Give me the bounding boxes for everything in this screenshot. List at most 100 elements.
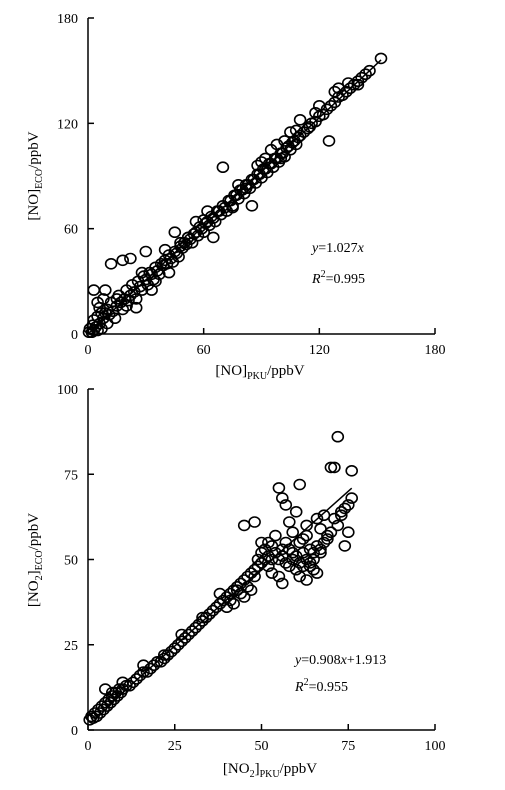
no-data-point: [293, 114, 307, 126]
no2-y-tick-label: 25: [64, 639, 78, 654]
no-data-point: [359, 68, 372, 80]
no-data-point: [312, 100, 326, 112]
no2-x-axis-label: [NO2]PKU/ppbV: [223, 761, 317, 780]
no2-data-point: [140, 666, 154, 678]
no2-x-tick-label: 75: [341, 739, 355, 754]
no2-data-point: [331, 519, 345, 532]
no2-data-point: [300, 529, 313, 542]
no2-data-point: [282, 516, 296, 528]
no-data-point: [355, 71, 369, 84]
no2-data-point: [255, 546, 268, 559]
no-data-point: [239, 182, 253, 195]
no-data-point: [91, 296, 104, 309]
no2-data-point: [123, 679, 136, 692]
no-data-point: [216, 161, 230, 173]
no2-data-point: [151, 655, 164, 668]
no-data-point: [116, 254, 129, 267]
no-data-point: [189, 215, 203, 228]
no-y-ticks: 0 60 120 180: [57, 12, 94, 343]
no2-data-point: [258, 543, 272, 556]
no2-data-point: [161, 649, 175, 661]
no2-data-point: [220, 601, 234, 614]
no2-data-point: [272, 482, 286, 494]
no2-data-point: [137, 659, 150, 672]
no-data-point: [104, 257, 118, 270]
no2-data-point: [224, 594, 237, 607]
no-y-tick-label: 0: [71, 328, 78, 343]
no2-data-point: [303, 557, 317, 569]
no-data-point: [336, 89, 349, 101]
no2-data-point: [144, 662, 157, 675]
no2-data-point: [338, 502, 352, 515]
no2-data-point: [279, 499, 293, 511]
no2-y-ticks: 0 25 50 75 100: [57, 383, 94, 739]
no-x-tick-label: 120: [309, 343, 330, 358]
no2-data-point: [341, 526, 355, 539]
no2-data-point: [234, 587, 247, 600]
no-data-point: [95, 307, 108, 319]
no-data-point: [139, 245, 153, 258]
no2-data-point: [334, 509, 348, 522]
no2-data-point: [310, 567, 324, 579]
no2-data-point: [331, 430, 345, 443]
no2-data-point: [324, 461, 338, 474]
no2-data-point: [265, 567, 279, 579]
no-data-point: [322, 135, 336, 147]
no-data-point: [351, 78, 365, 91]
no-data-point: [245, 200, 259, 212]
no2-fit-line: [104, 487, 353, 709]
no2-data-point: [106, 686, 119, 699]
no2-data-point: [189, 621, 202, 634]
no-y-tick-label: 120: [57, 117, 78, 132]
no2-data-point: [310, 540, 324, 552]
no2-x-ticks: 0 25 50 75 100: [85, 724, 446, 754]
no-data-point: [108, 312, 122, 325]
no-data-point: [174, 240, 187, 252]
no-data-point: [162, 266, 176, 279]
no2-data-point: [158, 652, 171, 665]
no2-data-point: [275, 543, 289, 556]
no-x-ticks: 0 60 120 180: [85, 328, 446, 358]
no2-fit-equation: y=0.908x+1.913: [293, 653, 386, 668]
no2-scatter-panel: 0 25 50 75 100 0 25 50 75 100 [NO2]PKU/ppbV [NO2…: [26, 383, 446, 780]
no2-data-point: [93, 707, 107, 719]
no-scatter-panel: 0 60 120 180 0 60 120 180 [NO]PKU/ppbV [NO]ECO…: [26, 12, 446, 382]
no2-data-point: [289, 563, 303, 576]
no-fit-line: [87, 59, 382, 335]
no-data-point: [99, 284, 112, 296]
no-x-tick-label: 60: [197, 343, 211, 358]
no2-data-point: [314, 522, 327, 535]
no2-data-point: [237, 591, 251, 603]
no2-data-point: [213, 587, 227, 600]
no-y-tick-label: 180: [57, 12, 78, 27]
no2-x-tick-label: 0: [85, 739, 92, 754]
no2-data-points: [83, 430, 359, 726]
no-data-point: [124, 252, 137, 265]
no2-data-point: [182, 628, 195, 641]
no2-data-point: [334, 505, 348, 518]
no2-data-point: [296, 560, 310, 573]
no2-data-point: [345, 464, 359, 477]
no-x-tick-label: 0: [85, 343, 92, 358]
no2-data-point: [168, 642, 182, 655]
no2-data-point: [206, 604, 220, 617]
no2-data-point: [171, 638, 185, 651]
no2-data-point: [158, 649, 171, 661]
no-data-point: [303, 121, 317, 133]
no2-data-point: [175, 635, 188, 648]
no2-data-point: [230, 584, 244, 597]
no-data-point: [129, 293, 143, 305]
no-data-point: [87, 284, 101, 296]
no2-data-point: [321, 529, 334, 542]
no-data-point: [347, 78, 361, 91]
no2-r-squared: R2=0.955: [294, 677, 348, 695]
no-data-point: [255, 156, 268, 168]
no2-data-point: [314, 546, 327, 559]
no2-data-point: [300, 574, 313, 586]
no-data-point: [270, 138, 284, 151]
no2-data-point: [289, 550, 303, 562]
no2-data-point: [303, 560, 317, 573]
no-data-points: [82, 52, 388, 339]
no-fit-equation: y=1.027x: [310, 241, 365, 256]
no2-data-point: [338, 540, 352, 552]
